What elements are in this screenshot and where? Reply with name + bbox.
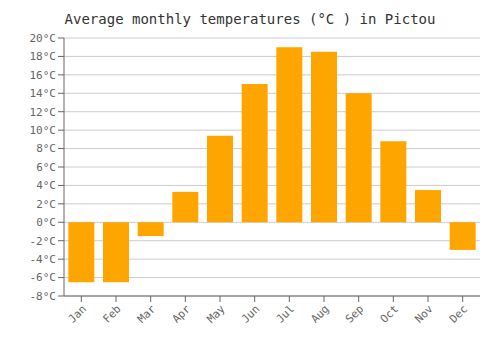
svg-text:Oct: Oct — [378, 302, 401, 325]
svg-text:Jun: Jun — [239, 302, 262, 325]
svg-text:Jan: Jan — [66, 302, 89, 325]
svg-text:-4°C: -4°C — [30, 253, 57, 266]
svg-text:-2°C: -2°C — [30, 235, 57, 248]
svg-text:10°C: 10°C — [30, 124, 57, 137]
svg-text:18°C: 18°C — [30, 50, 57, 63]
svg-text:2°C: 2°C — [36, 198, 56, 211]
svg-text:Mar: Mar — [135, 302, 159, 326]
html-text:Average monthly temperatures (: Average monthly temperatures (°C ) in Pi… — [64, 11, 436, 27]
svg-text:0°C: 0°C — [36, 216, 56, 229]
svg-text:-6°C: -6°C — [30, 271, 57, 284]
svg-text:4°C: 4°C — [36, 179, 56, 192]
svg-text:Apr: Apr — [170, 302, 194, 326]
svg-text:Sep: Sep — [343, 302, 366, 325]
svg-text:16°C: 16°C — [30, 69, 57, 82]
svg-text:6°C: 6°C — [36, 161, 56, 174]
svg-text:Dec: Dec — [447, 302, 470, 325]
svg-text:14°C: 14°C — [30, 87, 57, 100]
svg-text:12°C: 12°C — [30, 106, 57, 119]
svg-text:Aug: Aug — [308, 302, 331, 325]
svg-text:May: May — [204, 302, 228, 326]
svg-text:Nov: Nov — [412, 302, 436, 326]
svg-text:Feb: Feb — [100, 302, 123, 325]
svg-text:20°C: 20°C — [30, 32, 57, 45]
svg-text:8°C: 8°C — [36, 142, 56, 155]
svg-text:Jul: Jul — [274, 302, 297, 325]
svg-text:-8°C: -8°C — [30, 290, 57, 303]
